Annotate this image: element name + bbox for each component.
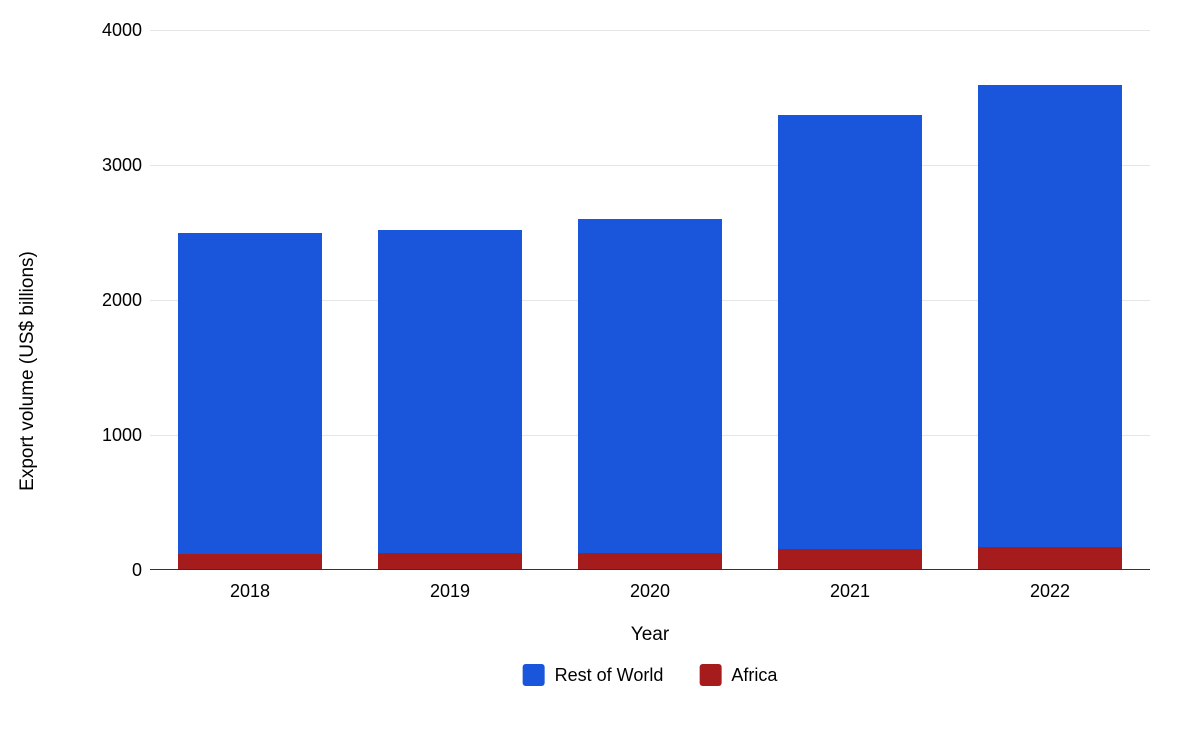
legend-label: Africa <box>731 665 777 686</box>
bar-group <box>778 115 922 569</box>
bar-segment <box>978 85 1122 547</box>
plot-area: 0100020003000400020182019202020212022Yea… <box>150 30 1150 570</box>
y-tick-label: 0 <box>2 561 142 579</box>
y-tick-label: 3000 <box>2 156 142 174</box>
bar-segment <box>978 547 1122 569</box>
bar-segment <box>778 115 922 548</box>
bar-segment <box>578 219 722 553</box>
bar-segment <box>778 549 922 569</box>
legend-swatch <box>699 664 721 686</box>
x-tick-label: 2018 <box>230 581 270 602</box>
legend-label: Rest of World <box>555 665 664 686</box>
x-tick-label: 2020 <box>630 581 670 602</box>
bar-segment <box>178 233 322 554</box>
bar-segment <box>378 553 522 569</box>
x-tick-label: 2021 <box>830 581 870 602</box>
bar-group <box>178 233 322 569</box>
legend-swatch <box>523 664 545 686</box>
export-volume-chart: 0100020003000400020182019202020212022Yea… <box>0 0 1200 742</box>
legend: Rest of World Africa <box>523 664 778 686</box>
legend-item: Africa <box>699 664 777 686</box>
x-tick-label: 2019 <box>430 581 470 602</box>
x-tick-label: 2022 <box>1030 581 1070 602</box>
y-axis-label: Export volume (US$ billions) <box>17 251 39 491</box>
x-axis-label: Year <box>631 624 669 646</box>
y-tick-label: 4000 <box>2 21 142 39</box>
legend-item: Rest of World <box>523 664 664 686</box>
bar-group <box>378 230 522 569</box>
gridline <box>150 30 1150 31</box>
x-axis-baseline <box>150 569 1150 570</box>
bar-segment <box>178 554 322 569</box>
bar-group <box>578 219 722 569</box>
bar-group <box>978 85 1122 569</box>
bar-segment <box>378 230 522 553</box>
bar-segment <box>578 553 722 569</box>
